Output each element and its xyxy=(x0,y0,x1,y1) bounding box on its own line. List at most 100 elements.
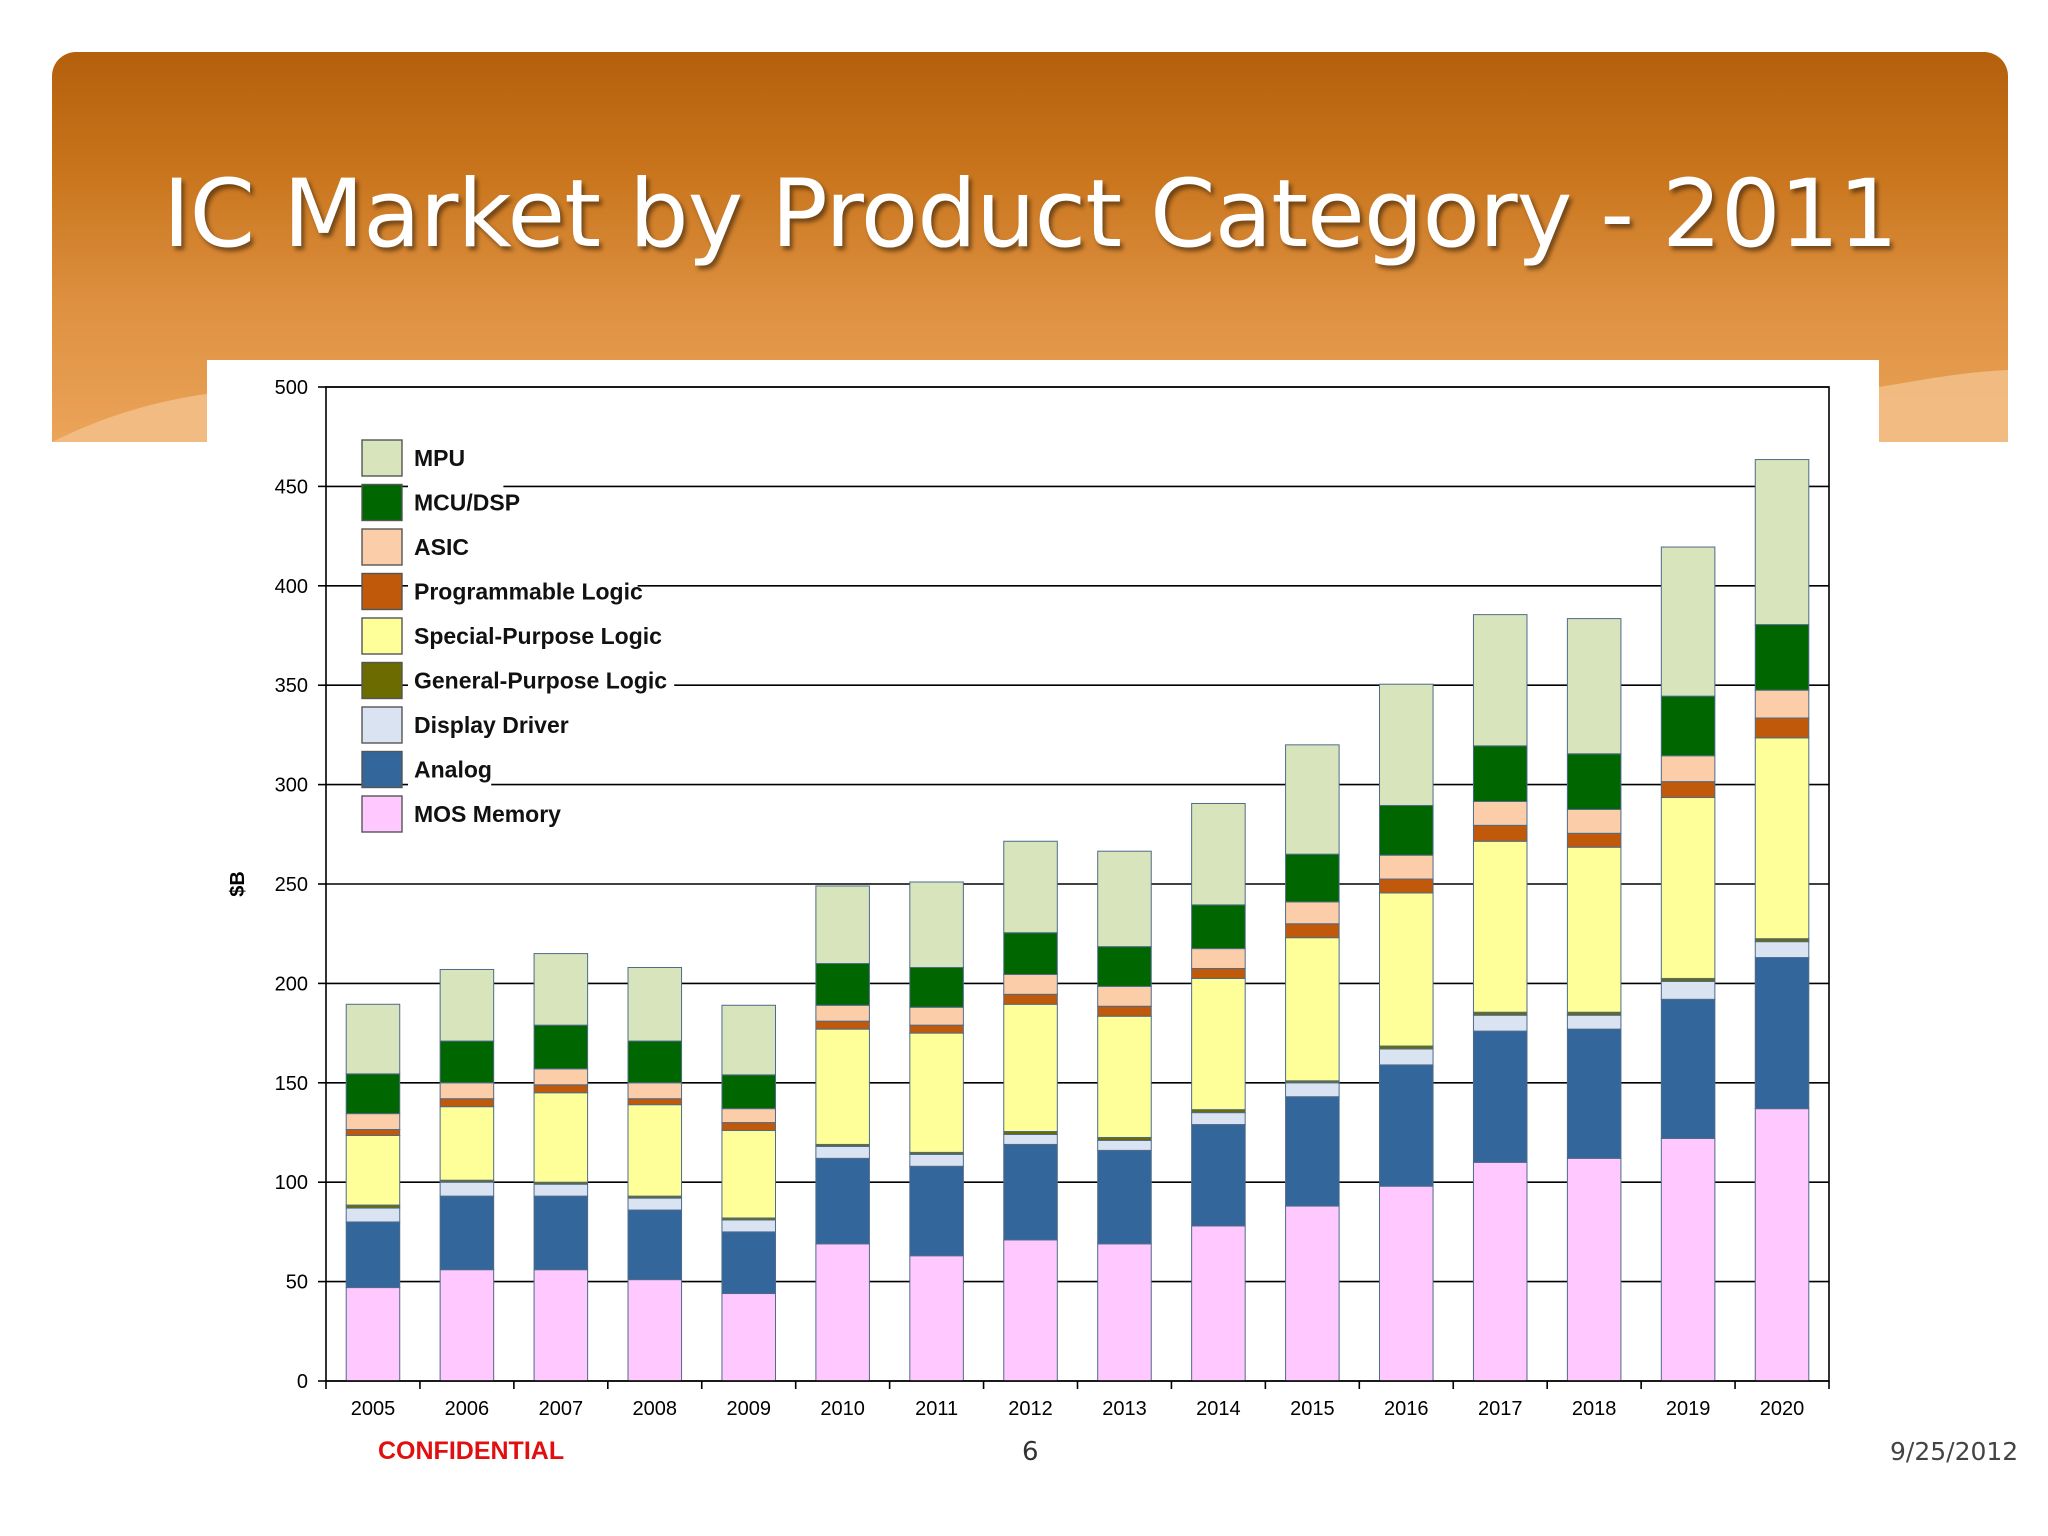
x-tick-label: 2010 xyxy=(820,1398,865,1420)
bar-segment-programmable-logic-2008 xyxy=(627,1098,683,1106)
bar-segment-asic-2011 xyxy=(909,1006,964,1026)
bar-segment-mcu-dsp-2014 xyxy=(1191,904,1246,950)
bar-segment-analog-2005 xyxy=(345,1221,401,1289)
bar-segment-analog-2019 xyxy=(1660,998,1716,1139)
bar-segment-special-purpose-logic-2006 xyxy=(439,1106,495,1181)
bar-segment-mpu-2017 xyxy=(1472,614,1528,747)
bar-segment-display-driver-2009 xyxy=(721,1219,776,1233)
bar-segment-display-driver-2011 xyxy=(909,1153,964,1167)
bar-segment-mpu-2013 xyxy=(1097,850,1152,948)
bar-segment-asic-2020 xyxy=(1754,689,1810,719)
legend-label: MPU xyxy=(414,445,465,471)
bar-segment-analog-2007 xyxy=(533,1195,589,1271)
legend-swatch xyxy=(361,661,403,700)
bar-segment-special-purpose-logic-2018 xyxy=(1566,846,1622,1013)
slide-date: 9/25/2012 xyxy=(1890,1437,2019,1466)
bar-segment-mcu-dsp-2016 xyxy=(1379,804,1434,856)
bar-segment-mpu-2018 xyxy=(1566,618,1622,755)
bar-segment-programmable-logic-2019 xyxy=(1660,781,1716,799)
bar-segment-programmable-logic-2014 xyxy=(1191,967,1246,979)
bar-segment-programmable-logic-2017 xyxy=(1472,824,1528,842)
legend-background xyxy=(408,705,589,743)
bar-segment-mos-memory-2013 xyxy=(1097,1243,1152,1382)
bar-segment-display-driver-2013 xyxy=(1097,1139,1152,1151)
bar-segment-programmable-logic-2015 xyxy=(1285,923,1340,939)
bar-segment-special-purpose-logic-2015 xyxy=(1285,937,1340,1082)
bar-segment-display-driver-2008 xyxy=(627,1197,683,1211)
bar-segment-special-purpose-logic-2020 xyxy=(1754,737,1810,940)
bar-segment-mpu-2020 xyxy=(1754,459,1810,626)
bar-segment-asic-2013 xyxy=(1097,985,1152,1007)
bar-segment-mpu-2006 xyxy=(439,968,495,1042)
page-number: 6 xyxy=(1022,1437,1039,1467)
x-tick-label: 2008 xyxy=(633,1398,678,1420)
bar-segment-display-driver-2017 xyxy=(1472,1014,1528,1032)
bar-segment-mpu-2011 xyxy=(909,881,964,968)
legend-swatch xyxy=(361,617,403,655)
bar-segment-display-driver-2010 xyxy=(815,1145,870,1159)
y-tick-label: 50 xyxy=(286,1272,308,1294)
legend-background xyxy=(408,482,504,521)
x-tick-label: 2016 xyxy=(1384,1398,1429,1420)
bar-segment-mos-memory-2019 xyxy=(1660,1137,1716,1382)
bar-segment-special-purpose-logic-2007 xyxy=(533,1092,589,1183)
bar-segment-mos-memory-2011 xyxy=(909,1255,964,1382)
bar-segment-mpu-2014 xyxy=(1191,802,1246,906)
bar-segment-display-driver-2012 xyxy=(1003,1133,1058,1145)
legend-swatch xyxy=(361,528,403,566)
bar-segment-asic-2009 xyxy=(721,1108,776,1124)
legend-label: Display Driver xyxy=(414,712,569,738)
bar-segment-display-driver-2014 xyxy=(1191,1112,1246,1126)
legend-swatch xyxy=(361,750,403,789)
bar-segment-programmable-logic-2016 xyxy=(1379,878,1434,894)
bar-segment-mos-memory-2018 xyxy=(1566,1157,1622,1382)
bar-segment-special-purpose-logic-2012 xyxy=(1003,1003,1058,1133)
legend-background xyxy=(408,616,675,654)
bar-segment-display-driver-2007 xyxy=(533,1183,589,1197)
bar-segment-asic-2015 xyxy=(1285,901,1340,925)
y-tick-label: 100 xyxy=(275,1172,308,1194)
bar-segment-analog-2016 xyxy=(1379,1064,1434,1187)
bar-segment-asic-2016 xyxy=(1379,854,1434,880)
bar-segment-mos-memory-2006 xyxy=(439,1269,495,1382)
x-tick-label: 2009 xyxy=(726,1398,771,1420)
legend-swatch xyxy=(361,795,403,833)
bar-segment-analog-2013 xyxy=(1097,1149,1152,1245)
x-tick-label: 2007 xyxy=(539,1398,584,1420)
bar-segment-mos-memory-2016 xyxy=(1379,1185,1434,1382)
x-tick-label: 2018 xyxy=(1572,1398,1617,1420)
bar-segment-mcu-dsp-2006 xyxy=(439,1040,495,1084)
bar-segment-analog-2006 xyxy=(439,1195,495,1271)
bar-segment-mpu-2012 xyxy=(1003,840,1058,934)
bar-segment-display-driver-2005 xyxy=(345,1207,401,1223)
bar-segment-asic-2010 xyxy=(815,1004,870,1022)
bar-segment-display-driver-2018 xyxy=(1566,1014,1622,1030)
chart-panel: 0 50 100 150 200 250 300 350 400 450 500 $B 2005 2006… xyxy=(207,360,1879,1454)
x-tick-label: 2011 xyxy=(915,1398,958,1420)
bar-segment-special-purpose-logic-2019 xyxy=(1660,797,1716,979)
bar-segment-asic-2012 xyxy=(1003,973,1058,995)
slide-title: IC Market by Product Category - 2011 xyxy=(162,160,1899,269)
legend-label: General-Purpose Logic xyxy=(414,668,667,694)
legend-label: Special-Purpose Logic xyxy=(414,623,662,649)
y-tick-label: 450 xyxy=(275,476,308,498)
x-tick-label: 2005 xyxy=(351,1398,396,1420)
y-tick-label: 500 xyxy=(275,377,308,399)
bar-segment-programmable-logic-2009 xyxy=(721,1122,776,1132)
legend-background xyxy=(408,794,540,832)
stacked-bar-chart: 0 50 100 150 200 250 300 350 400 450 500 $B 2005 2006… xyxy=(227,377,1830,1420)
bar-segment-mcu-dsp-2020 xyxy=(1754,624,1810,691)
bar-segment-asic-2018 xyxy=(1566,808,1622,834)
legend-label: MCU/DSP xyxy=(414,490,520,516)
legend-label: Analog xyxy=(414,757,492,783)
bar-segment-mcu-dsp-2005 xyxy=(345,1073,401,1115)
bar-segment-special-purpose-logic-2014 xyxy=(1191,977,1246,1111)
bar-segment-mcu-dsp-2012 xyxy=(1003,932,1058,975)
bar-segment-display-driver-2020 xyxy=(1754,941,1810,959)
bar-segment-display-driver-2015 xyxy=(1285,1082,1340,1098)
legend-background xyxy=(408,571,638,610)
bar-segment-mos-memory-2010 xyxy=(815,1243,870,1382)
legend-swatch xyxy=(361,439,403,477)
bar-segment-programmable-logic-2007 xyxy=(533,1084,589,1094)
y-tick-label: 200 xyxy=(275,973,308,995)
